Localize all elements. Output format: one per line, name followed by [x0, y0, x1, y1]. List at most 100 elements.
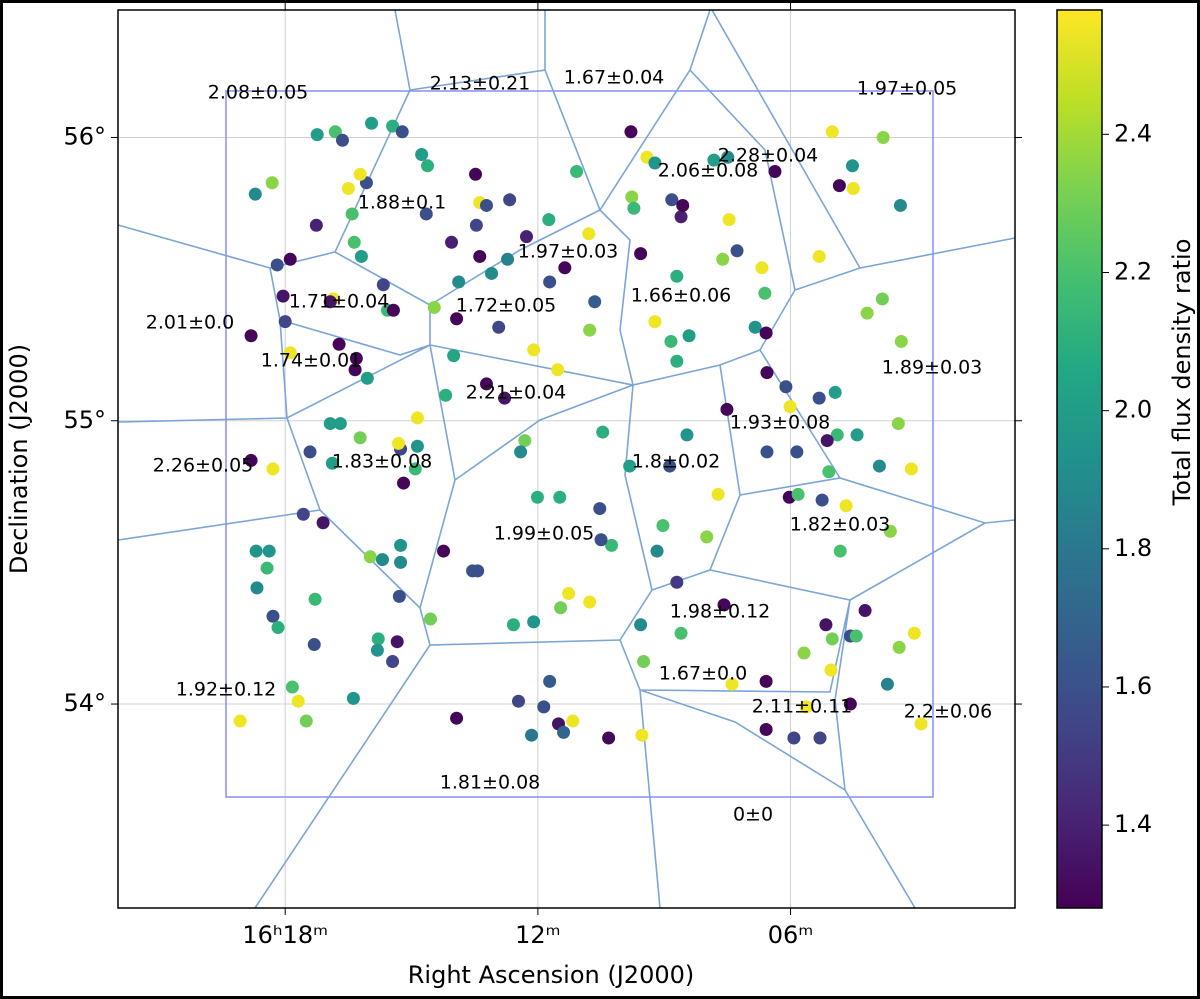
point — [674, 210, 688, 224]
point — [787, 731, 801, 745]
point — [271, 621, 285, 635]
point — [880, 677, 894, 691]
point — [310, 128, 324, 142]
point — [875, 292, 889, 306]
colorbar-tick-label: 2.4 — [1114, 119, 1152, 147]
point — [249, 544, 263, 558]
point — [266, 609, 280, 623]
point — [408, 462, 422, 476]
points — [233, 116, 928, 745]
point — [914, 717, 928, 731]
point — [717, 598, 731, 612]
point — [332, 337, 346, 351]
point — [439, 388, 453, 402]
point — [501, 252, 515, 266]
point — [634, 247, 648, 261]
point — [722, 213, 736, 227]
point — [530, 490, 544, 504]
point — [270, 258, 284, 272]
x-tick-label: 12ᵐ — [515, 921, 561, 949]
point — [244, 329, 258, 343]
point — [479, 198, 493, 212]
region-label: 1.89±0.03 — [882, 357, 983, 379]
point — [624, 125, 638, 139]
point — [625, 190, 639, 204]
point — [346, 691, 360, 705]
point — [849, 629, 863, 643]
x-axis-label: Right Ascension (J2000) — [408, 961, 695, 989]
point — [395, 125, 409, 139]
point — [824, 663, 838, 677]
point — [623, 459, 637, 473]
point — [527, 615, 541, 629]
point — [325, 456, 339, 470]
point — [648, 315, 662, 329]
point — [872, 459, 886, 473]
x-tick-label: 06ᵐ — [768, 921, 814, 949]
region-label: 2.26±0.05 — [153, 455, 254, 477]
point — [711, 487, 725, 501]
point — [748, 320, 762, 334]
point — [307, 638, 321, 652]
point — [812, 249, 826, 263]
point — [828, 385, 842, 399]
region-label: 2.13±0.21 — [430, 73, 531, 95]
point — [656, 519, 670, 533]
y-tick-label: 55° — [63, 406, 106, 434]
point — [450, 711, 464, 725]
point — [566, 714, 580, 728]
region-label: 1.93±0.08 — [730, 412, 831, 434]
point — [386, 655, 400, 669]
point — [860, 306, 874, 320]
point — [830, 428, 844, 442]
point — [506, 618, 520, 632]
point — [333, 417, 347, 431]
point — [670, 354, 684, 368]
point — [570, 164, 584, 178]
point — [583, 595, 597, 609]
point — [391, 436, 405, 450]
point — [519, 230, 533, 244]
point — [421, 159, 435, 173]
point — [353, 431, 367, 445]
point — [593, 502, 607, 516]
point — [469, 167, 483, 181]
point — [783, 400, 797, 414]
point — [265, 176, 279, 190]
point — [812, 391, 826, 405]
point — [760, 445, 774, 459]
point — [347, 235, 361, 249]
point — [845, 159, 859, 173]
point — [276, 289, 290, 303]
point — [392, 589, 406, 603]
region-label: 0±0 — [733, 804, 773, 826]
point — [833, 544, 847, 558]
point — [365, 116, 379, 130]
point — [676, 198, 690, 212]
point — [635, 728, 649, 742]
point — [291, 694, 305, 708]
point — [839, 499, 853, 513]
point — [674, 626, 688, 640]
point — [348, 363, 362, 377]
point — [511, 694, 525, 708]
region-label: 2.06±0.08 — [658, 160, 759, 182]
region-label: 2.21±0.04 — [466, 382, 567, 404]
point — [308, 592, 322, 606]
region-label: 1.97±0.05 — [857, 78, 958, 100]
point — [503, 193, 517, 207]
point — [514, 445, 528, 459]
x-tick-label: 16ʰ18ᵐ — [242, 921, 328, 949]
point — [394, 555, 408, 569]
region-label: 2.11±0.11 — [752, 696, 853, 718]
point — [820, 434, 834, 448]
region-label: 1.74±0.01 — [261, 350, 362, 372]
point — [832, 179, 846, 193]
point — [790, 445, 804, 459]
point — [423, 612, 437, 626]
point — [260, 561, 274, 575]
point — [345, 207, 359, 221]
point — [525, 728, 539, 742]
